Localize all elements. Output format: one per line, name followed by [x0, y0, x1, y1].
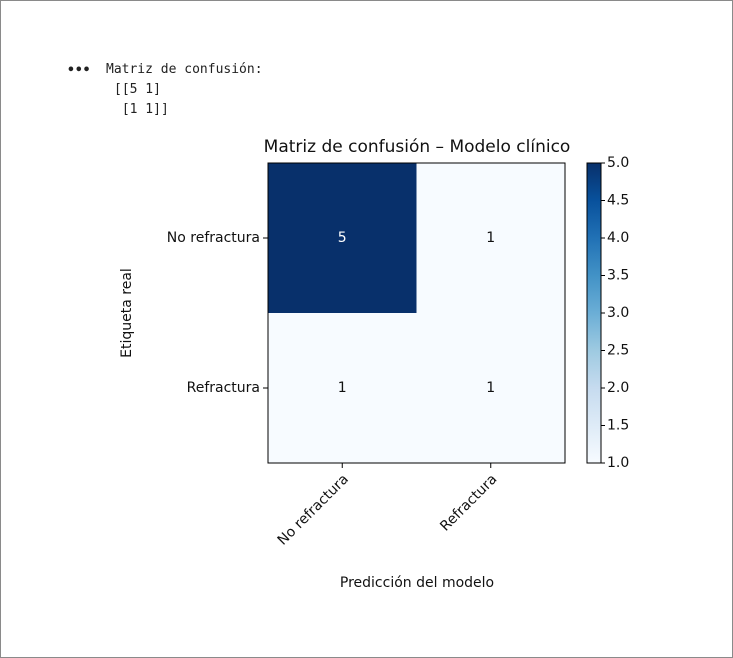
- chart-title: Matriz de confusión – Modelo clínico: [264, 137, 571, 157]
- colorbar: [586, 162, 602, 464]
- cell-label: 5: [338, 230, 347, 246]
- y-axis-label: Etiqueta real: [119, 268, 135, 358]
- y-tick-label: Refractura: [187, 380, 260, 396]
- colorbar-tick-label: 3.0: [607, 305, 629, 321]
- colorbar-tick-label: 2.5: [607, 343, 629, 359]
- output-line: Matriz de confusión:: [106, 62, 263, 77]
- heatmap-cell: [416, 313, 565, 463]
- colorbar-tick-label: 4.0: [607, 230, 629, 246]
- colorbar-tick-label: 3.5: [607, 268, 629, 284]
- cell-label: 1: [486, 380, 495, 396]
- colorbar-tick-label: 1.5: [607, 418, 629, 434]
- heatmap-cell: [268, 163, 417, 313]
- output-line: [1 1]]: [114, 102, 169, 117]
- plot-frame: [267, 162, 566, 464]
- output-prompt: •••: [67, 63, 91, 78]
- x-tick-label: Refractura: [437, 471, 500, 534]
- cell-label: 1: [486, 230, 495, 246]
- x-axis-label: Predicción del modelo: [340, 575, 494, 591]
- colorbar-tick-label: 5.0: [607, 155, 629, 171]
- y-tick-label: No refractura: [167, 230, 260, 246]
- colorbar-tick-label: 4.5: [607, 193, 629, 209]
- colorbar-tick-label: 1.0: [607, 455, 629, 471]
- output-line: [[5 1]: [114, 82, 161, 97]
- cell-label: 1: [338, 380, 347, 396]
- x-tick-label: No refractura: [275, 471, 352, 548]
- colorbar-tick-label: 2.0: [607, 380, 629, 396]
- heatmap-cell: [416, 163, 565, 313]
- heatmap-cell: [268, 313, 417, 463]
